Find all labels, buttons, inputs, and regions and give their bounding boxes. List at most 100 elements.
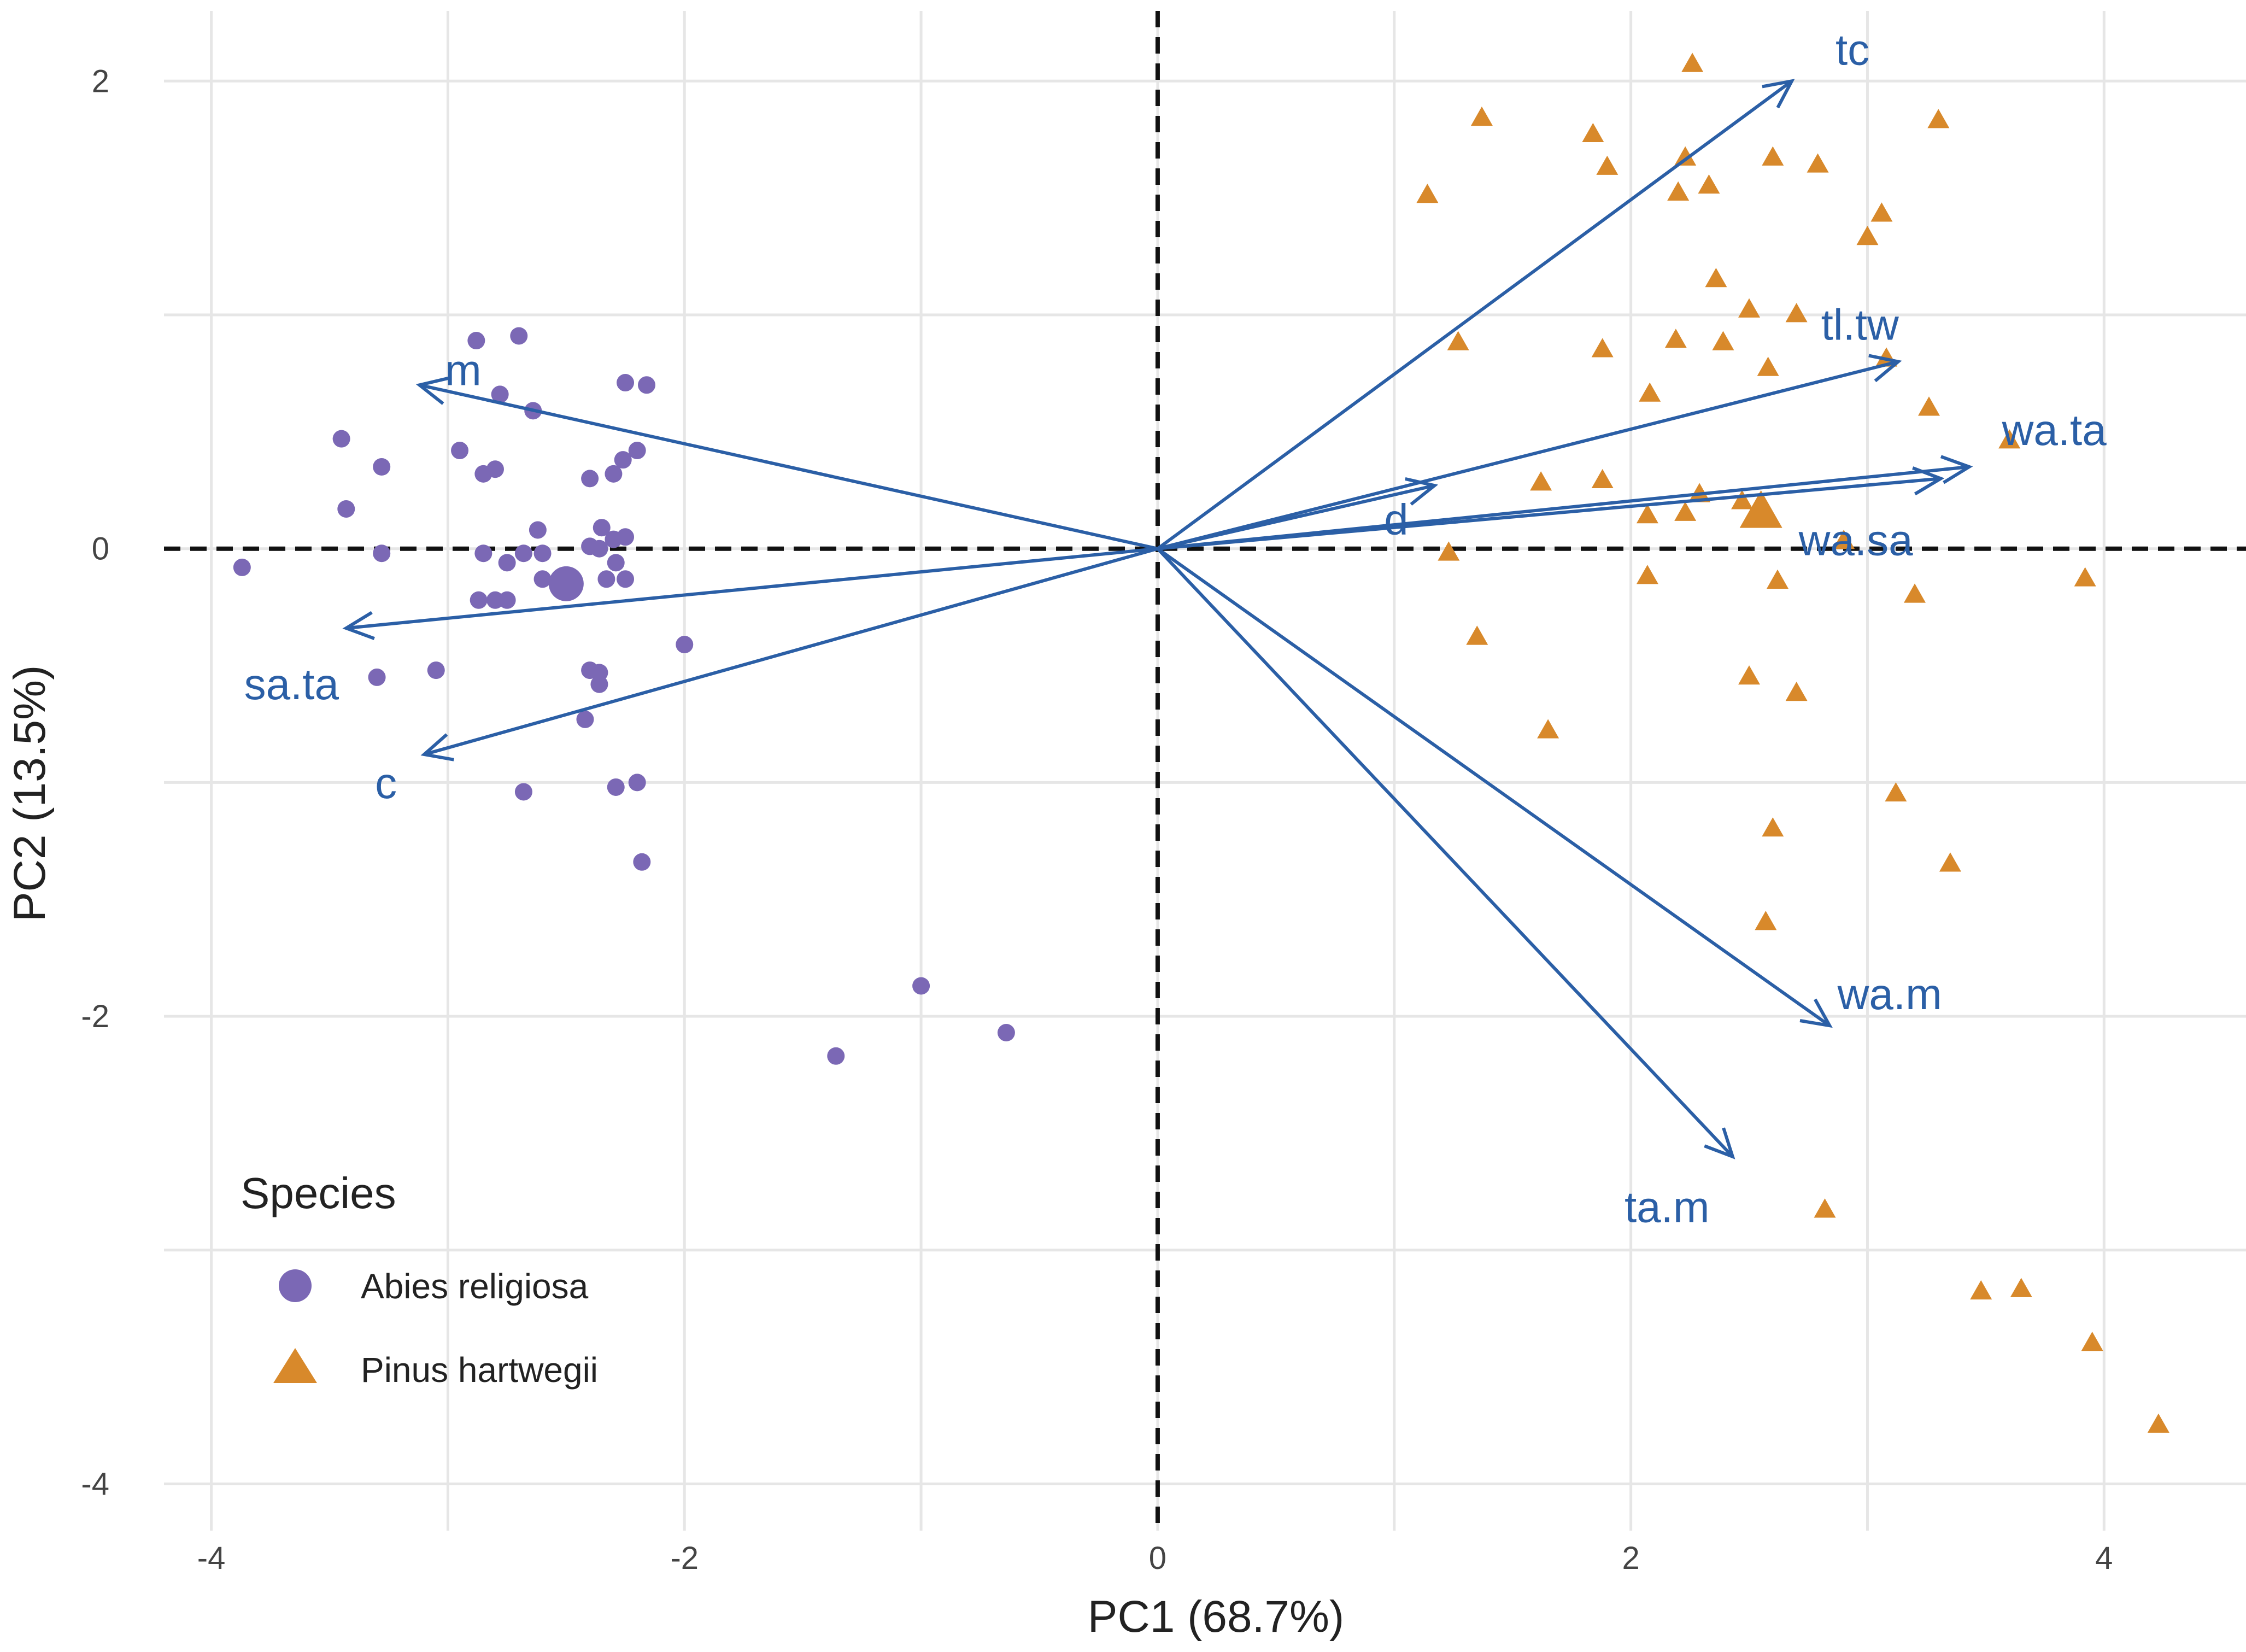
pinus-point [1738,298,1761,318]
legend-pinus-marker [273,1348,317,1383]
pinus-point [1755,911,1777,930]
reference-lines [164,11,2246,1531]
abies-point [514,783,532,801]
abies-point [607,778,625,796]
pinus-point [1927,109,1950,128]
abies-point [498,591,516,609]
loading-arrow-m [419,383,1158,550]
pinus-point [1591,338,1614,358]
abies-point [491,385,509,403]
y-tick-label: 2 [92,63,109,99]
abies-point [628,774,646,792]
abies-point [617,528,635,546]
pinus-point [2010,1278,2032,1297]
arrow-head-m [415,376,449,405]
y-tick-label: 0 [92,531,109,567]
abies-point [470,591,488,609]
abies-point [581,470,599,488]
arrow-head-tl.tw [1868,354,1902,383]
abies-centroid [548,566,584,601]
loading-arrow-tl.tw [1157,360,1899,550]
pinus-centroid [1739,490,1782,528]
loading-label-m: m [445,345,482,394]
abies-point [533,570,552,588]
abies-point [576,710,594,728]
pinus-point [1757,356,1779,376]
pinus-point [1596,155,1618,175]
arrow-head-tc [1762,79,1795,109]
pinus-point [1438,541,1460,561]
loading-label-d: d [1384,495,1409,544]
pinus-point [1833,530,1855,549]
abies-point [233,558,251,576]
pinus-point [1664,329,1687,348]
legend-abies-marker [279,1269,312,1302]
y-tick-label: -4 [81,1466,109,1502]
loading-label-wa.sa: wa.sa [1798,515,1913,564]
pinus-point [1698,174,1720,194]
arrow-head-wa.m [1799,998,1833,1028]
abies-point [373,544,391,563]
abies-point [590,540,608,558]
abies-point [451,442,469,460]
legend: Species Abies religiosa Pinus hartwegii [241,1169,598,1390]
loading-label-sa.ta: sa.ta [244,660,339,708]
pinus-point [1762,817,1784,837]
pinus-point [1639,382,1661,402]
abies-point [676,636,694,654]
pinus-point [1537,719,1559,739]
pinus-point [1674,501,1697,521]
pinus-point [1582,122,1604,143]
abies-point [373,458,391,476]
arrow-head-ta.m [1704,1127,1735,1159]
abies-point [617,570,635,588]
abies-point [467,332,485,350]
abies-point [593,519,611,537]
x-tick-label: 2 [1622,1540,1639,1576]
abies-point [605,465,623,483]
abies-point [637,376,655,394]
loading-arrow-tc [1157,79,1793,550]
loading-arrow-ta.m [1156,547,1734,1158]
legend-pinus-label: Pinus hartwegii [361,1350,598,1390]
loading-label-wa.ta: wa.ta [2002,406,2107,454]
arrow-head-wa.sa [1912,466,1945,496]
loading-arrow-wa.m [1157,547,1831,1027]
pinus-point [1856,226,1879,245]
pinus-point [1636,503,1658,524]
pinus-point [2074,567,2096,587]
arrow-head-wa.ta [1940,455,1973,484]
x-tick-label: -2 [670,1540,699,1576]
loading-label-tl.tw: tl.tw [1821,301,1899,349]
loading-arrows: tc tl.tw wa.ta wa.sa d wa.m ta.m m sa.ta c [244,25,2107,1231]
x-tick-label: 0 [1149,1540,1166,1576]
loading-label-ta.m: ta.m [1625,1183,1710,1232]
pinus-point [1766,569,1788,589]
abies-point [529,521,547,539]
pinus-point [1530,471,1552,491]
pinus-point [1674,146,1697,166]
x-tick-label: 4 [2095,1540,2113,1576]
arrow-head-sa.ta [342,611,375,640]
pinus-point [1731,490,1754,509]
pinus-point [1591,468,1614,489]
x-tick-label: -4 [197,1540,226,1576]
abies-point [498,554,516,572]
abies-point [827,1047,845,1065]
pinus-point [1785,682,1808,701]
abies-point [533,544,552,563]
abies-point [633,853,651,871]
abies-point [590,675,608,693]
abies-point [332,430,350,448]
abies-point [510,327,528,345]
pinus-point [2147,1413,2169,1433]
abies-point [474,544,492,563]
abies-point [597,570,615,588]
abies-point [614,451,632,469]
pinus-point [1470,106,1493,126]
legend-title: Species [241,1169,396,1217]
pinus-point [1636,565,1658,584]
loading-arrow-c [424,547,1158,756]
data-points [233,52,2169,1433]
